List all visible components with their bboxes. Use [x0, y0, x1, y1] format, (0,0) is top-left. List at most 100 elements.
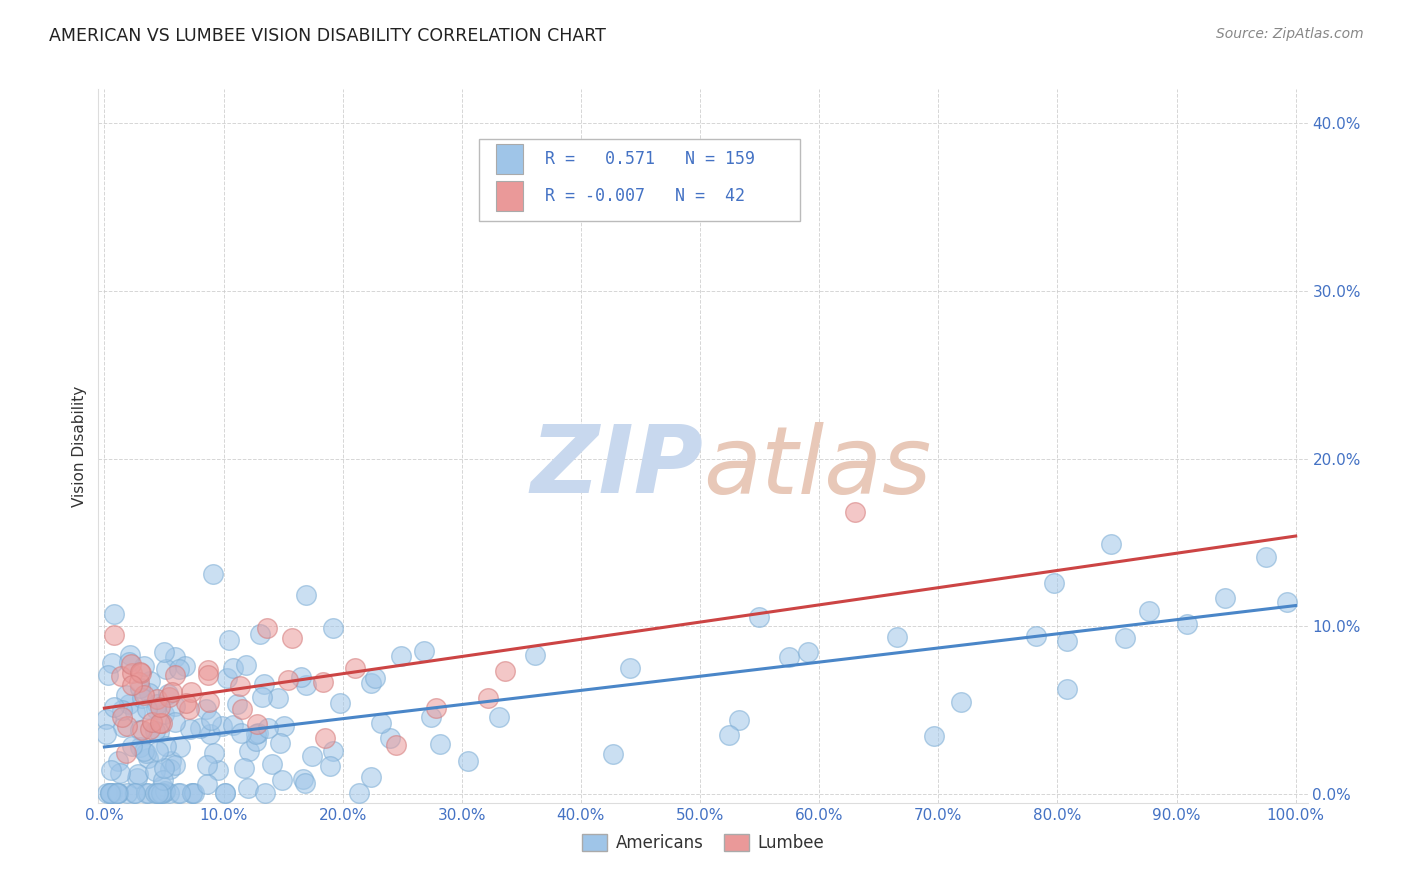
Point [125, 771, 148, 785]
Point [778, 650, 800, 665]
Point [728, 713, 751, 727]
Point [141, 715, 163, 730]
Point [169, 786, 191, 800]
Point [174, 659, 197, 673]
Point [231, 702, 253, 716]
Point [211, 719, 233, 733]
Point [150, 786, 173, 800]
Point [214, 786, 236, 800]
Text: R = -0.007   N =  42: R = -0.007 N = 42 [544, 187, 745, 205]
Point [183, 786, 205, 800]
Point [429, 738, 451, 752]
Text: Source: ZipAtlas.com: Source: ZipAtlas.com [1216, 27, 1364, 41]
Point [150, 716, 173, 731]
Point [360, 770, 382, 784]
Point [129, 665, 152, 679]
Point [295, 588, 318, 602]
FancyBboxPatch shape [496, 144, 523, 174]
Point [110, 669, 132, 683]
Point [295, 678, 318, 692]
Point [108, 765, 131, 780]
Point [1042, 576, 1064, 591]
Point [412, 644, 434, 658]
Point [319, 758, 342, 772]
Point [232, 761, 254, 775]
Point [107, 786, 129, 800]
Point [277, 673, 299, 687]
Point [257, 721, 280, 735]
Point [128, 674, 150, 689]
Point [94, 712, 117, 726]
Y-axis label: Vision Disability: Vision Disability [72, 385, 87, 507]
Point [253, 786, 276, 800]
Point [167, 662, 190, 676]
Point [157, 786, 180, 800]
Point [122, 786, 145, 800]
Point [121, 739, 143, 754]
Point [114, 746, 136, 760]
Point [138, 686, 160, 700]
Point [384, 738, 406, 752]
Point [103, 627, 125, 641]
Point [135, 746, 157, 760]
Point [796, 645, 818, 659]
Point [1275, 595, 1298, 609]
Point [111, 710, 134, 724]
Point [129, 739, 152, 754]
Point [101, 656, 124, 670]
Point [245, 733, 267, 747]
Point [1254, 549, 1277, 564]
Point [135, 701, 157, 715]
Point [202, 747, 225, 761]
Point [748, 610, 770, 624]
Point [139, 723, 162, 737]
Point [128, 723, 150, 737]
Point [198, 727, 221, 741]
Point [238, 744, 260, 758]
Point [150, 779, 173, 793]
Point [132, 688, 155, 702]
Point [1137, 603, 1160, 617]
Text: ZIP: ZIP [530, 421, 703, 514]
Point [262, 757, 284, 772]
Point [155, 783, 177, 797]
Point [120, 657, 142, 672]
Point [269, 736, 291, 750]
Point [488, 710, 510, 724]
Point [103, 700, 125, 714]
Point [111, 704, 134, 718]
Point [425, 701, 447, 715]
Point [139, 674, 162, 689]
Point [150, 786, 173, 800]
Point [197, 668, 219, 682]
Point [290, 670, 312, 684]
Text: AMERICAN VS LUMBEE VISION DISABILITY CORRELATION CHART: AMERICAN VS LUMBEE VISION DISABILITY COR… [49, 27, 606, 45]
Point [153, 706, 176, 721]
Point [149, 715, 172, 730]
Point [124, 705, 146, 719]
Point [152, 786, 174, 800]
Point [312, 674, 335, 689]
Point [214, 786, 236, 800]
Point [96, 786, 118, 800]
Point [229, 725, 252, 739]
Point [370, 715, 392, 730]
Point [155, 662, 177, 676]
Point [117, 786, 139, 800]
Point [121, 666, 143, 681]
Text: atlas: atlas [703, 422, 931, 513]
Point [1213, 591, 1236, 605]
Point [1099, 537, 1122, 551]
Point [420, 710, 443, 724]
Text: R =   0.571   N = 159: R = 0.571 N = 159 [544, 150, 755, 168]
Point [155, 739, 177, 753]
Point [188, 721, 211, 735]
Point [195, 777, 218, 791]
Point [619, 661, 641, 675]
Point [1025, 629, 1047, 643]
Legend: Americans, Lumbee: Americans, Lumbee [575, 827, 831, 859]
Point [94, 727, 117, 741]
Point [253, 677, 276, 691]
Point [273, 719, 295, 733]
Point [222, 718, 245, 732]
